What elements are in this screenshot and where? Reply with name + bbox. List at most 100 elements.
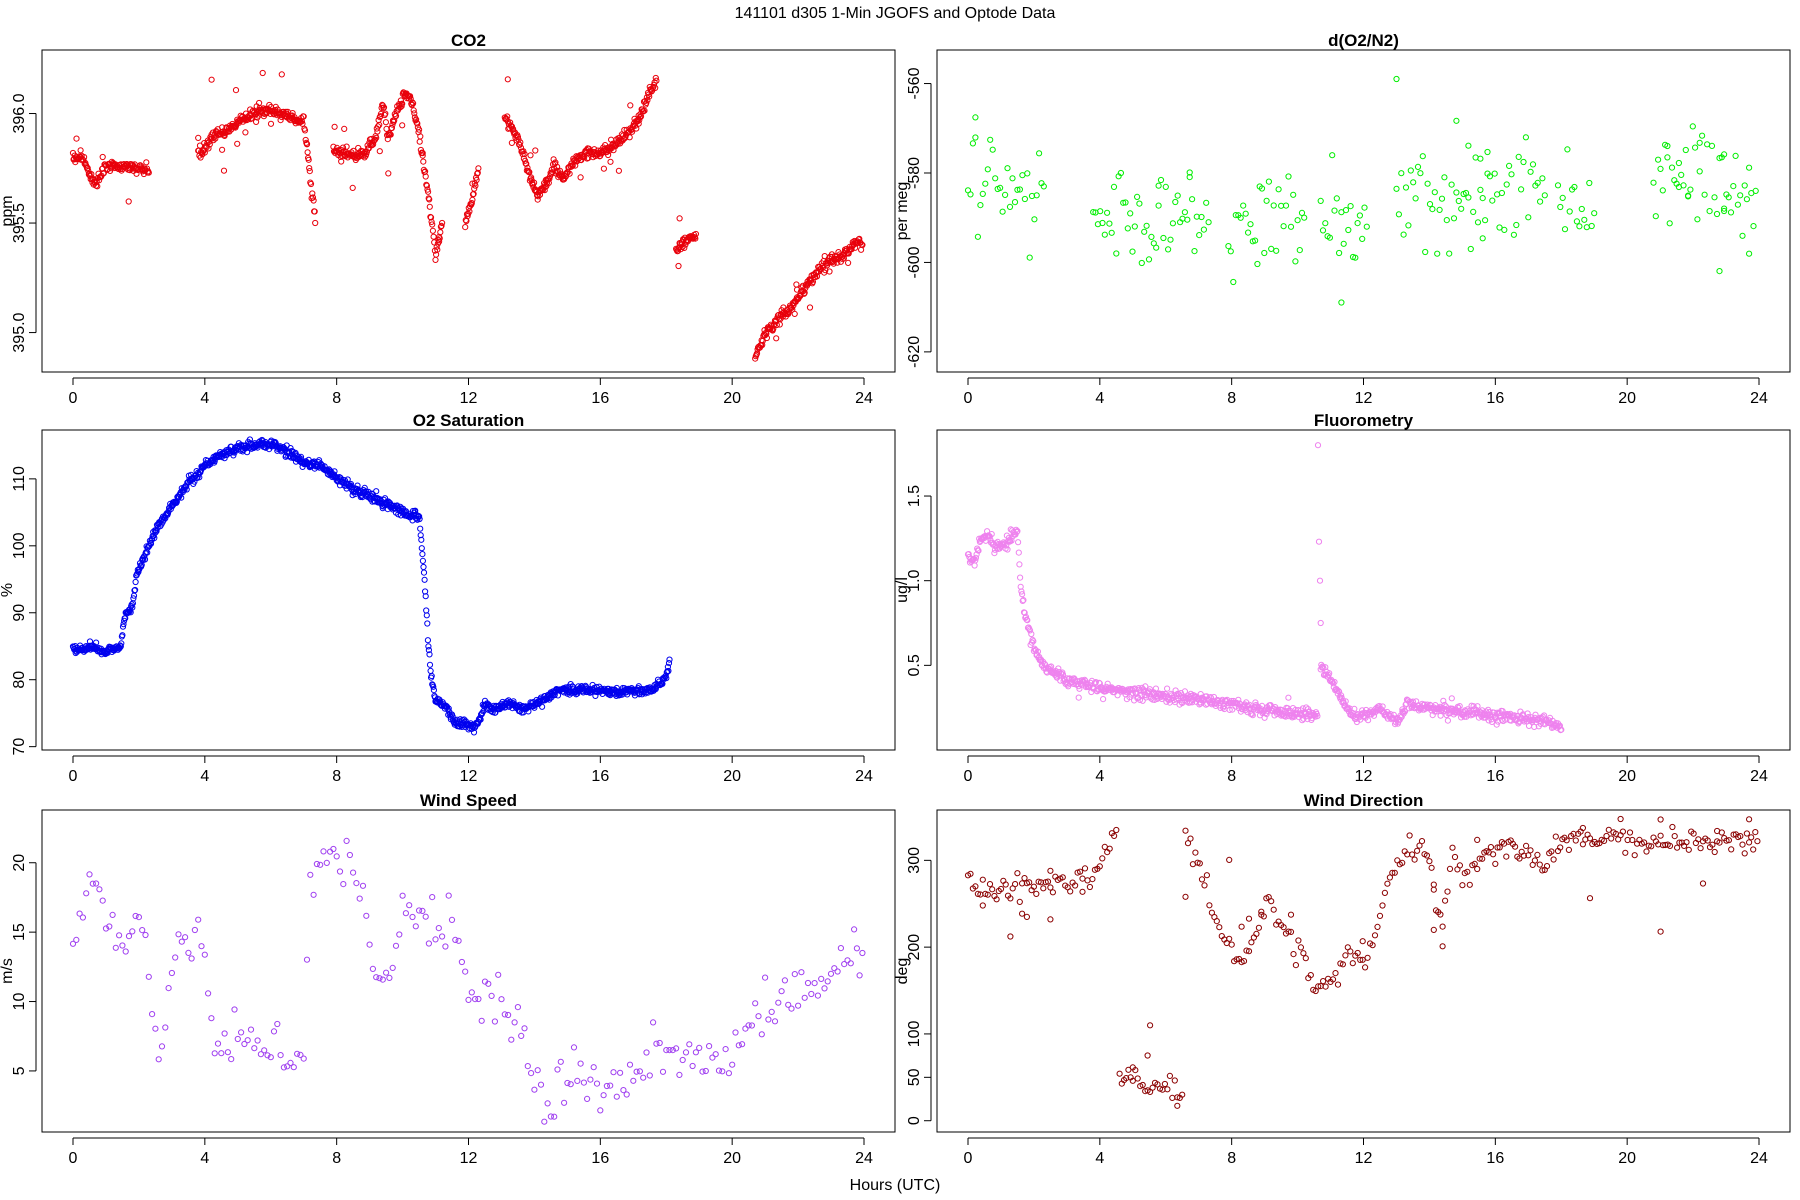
do2n2-data-point [1657,165,1664,172]
do2n2-data-point [1402,184,1410,191]
wspd-data-point [155,1056,162,1063]
fluor-data-point [1448,695,1455,702]
o2sat-data-point [132,586,139,594]
do2n2-data-point [1004,165,1011,172]
wspd-data-point [577,1060,584,1067]
co2-data-point [219,146,226,153]
co2-data-point [528,174,535,181]
do2n2-data-point [1687,186,1694,193]
wspd-data-point [768,1008,775,1016]
co2-data-point [692,235,699,242]
wdir-y-tick-label: 100 [906,1020,923,1047]
do2n2-data-point [1141,228,1148,235]
wdir-data-point [1381,889,1389,897]
do2n2-data-point [1340,240,1347,247]
co2-data-point [382,119,389,126]
do2n2-data-point [1417,170,1424,177]
do2n2-data-point [1033,192,1040,199]
wdir-data-point [1414,847,1421,854]
wspd-data-point [748,1022,756,1029]
wspd-data-point [439,933,446,940]
do2n2-data-point [1441,174,1448,181]
fluor-x-tick-label: 8 [1227,768,1236,785]
co2-data-point [388,124,395,132]
o2sat-data-point [361,484,368,491]
co2-data-point [339,144,347,151]
do2n2-data-point [1099,219,1106,227]
co2-data-point [536,191,544,198]
do2n2-y-tick-label: -620 [906,336,923,368]
co2-data-point [423,182,430,189]
wspd-data-point [791,971,798,978]
wdir-data-point [1474,836,1481,844]
wspd-y-tick-label: 5 [11,1066,28,1075]
wspd-data-point [142,931,149,939]
do2n2-data-point [1322,220,1329,227]
wspd-data-point [574,1077,581,1085]
panel-fluor: Fluorometry 0 4 8 12 16 20 24 0.5 1.0 1.5 ug/l [894,411,1791,785]
wdir-data-point [1047,867,1054,874]
wspd-data-point [412,923,419,930]
wspd-data-point [514,1004,522,1011]
wspd-data-point [201,951,208,958]
wspd-data-point [554,1066,561,1073]
wspd-data-point [218,1050,225,1057]
wdir-data-point [1406,832,1413,839]
wspd-data-point [626,1061,634,1068]
wdir-data-point [1444,888,1451,895]
wdir-x-tick-label: 0 [964,1150,973,1167]
do2n2-data-point [1129,248,1136,255]
wspd-data-point [359,882,367,889]
wdir-data-point [1531,857,1539,864]
do2n2-data-point [1014,186,1021,193]
do2n2-data-point [1675,159,1683,167]
do2n2-data-point [1157,176,1165,184]
do2n2-data-point [1009,175,1016,182]
wdir-data-point [1192,849,1199,856]
do2n2-data-point [1419,153,1426,160]
wspd-data-point [185,949,192,957]
wdir-data-point [1428,864,1435,871]
wdir-data-point [1746,816,1753,823]
wdir-data-point [1643,848,1650,855]
co2-data-point [773,321,780,329]
wdir-data-point [1292,962,1300,969]
do2n2-data-point [1564,146,1571,153]
wspd-data-point [752,1000,759,1007]
do2n2-data-point [1721,205,1728,212]
co2-data-point [676,240,683,247]
figure-x-axis-label: Hours (UTC) [850,1177,941,1194]
do2n2-data-point [1405,222,1412,229]
do2n2-data-point [1588,222,1595,230]
co2-data-point [514,133,522,140]
wspd-data-point [564,1079,571,1087]
co2-plot-frame [41,49,896,373]
fluor-plot-frame [936,429,1791,751]
wdir-data-point [1474,865,1481,873]
wdir-data-point [1182,893,1189,900]
do2n2-data-point [1331,207,1338,214]
do2n2-data-point [1708,142,1716,149]
wspd-data-point [821,985,828,992]
wspd-data-point [851,926,858,933]
wspd-data-point [804,979,812,987]
co2-data-point [791,310,798,317]
wspd-y-tick-label: 10 [11,993,28,1011]
co2-data-point [382,110,389,117]
do2n2-data-point [1721,207,1728,215]
do2n2-data-point [1513,221,1520,229]
wspd-data-point [435,925,442,932]
wspd-data-point [280,1064,287,1071]
do2n2-data-point [1167,236,1174,243]
co2-data-point [305,156,312,163]
do2n2-data-point [1122,199,1129,206]
wdir-data-point [1456,862,1464,869]
co2-data-point [220,167,228,174]
wspd-data-point [399,892,406,899]
fluor-x-tick-label: 4 [1095,768,1104,785]
wdir-data-point [1182,827,1189,834]
wdir-data-point [1711,848,1718,856]
wspd-data-point [320,848,327,855]
o2sat-data-point [134,570,141,577]
co2-data-point [397,97,404,104]
